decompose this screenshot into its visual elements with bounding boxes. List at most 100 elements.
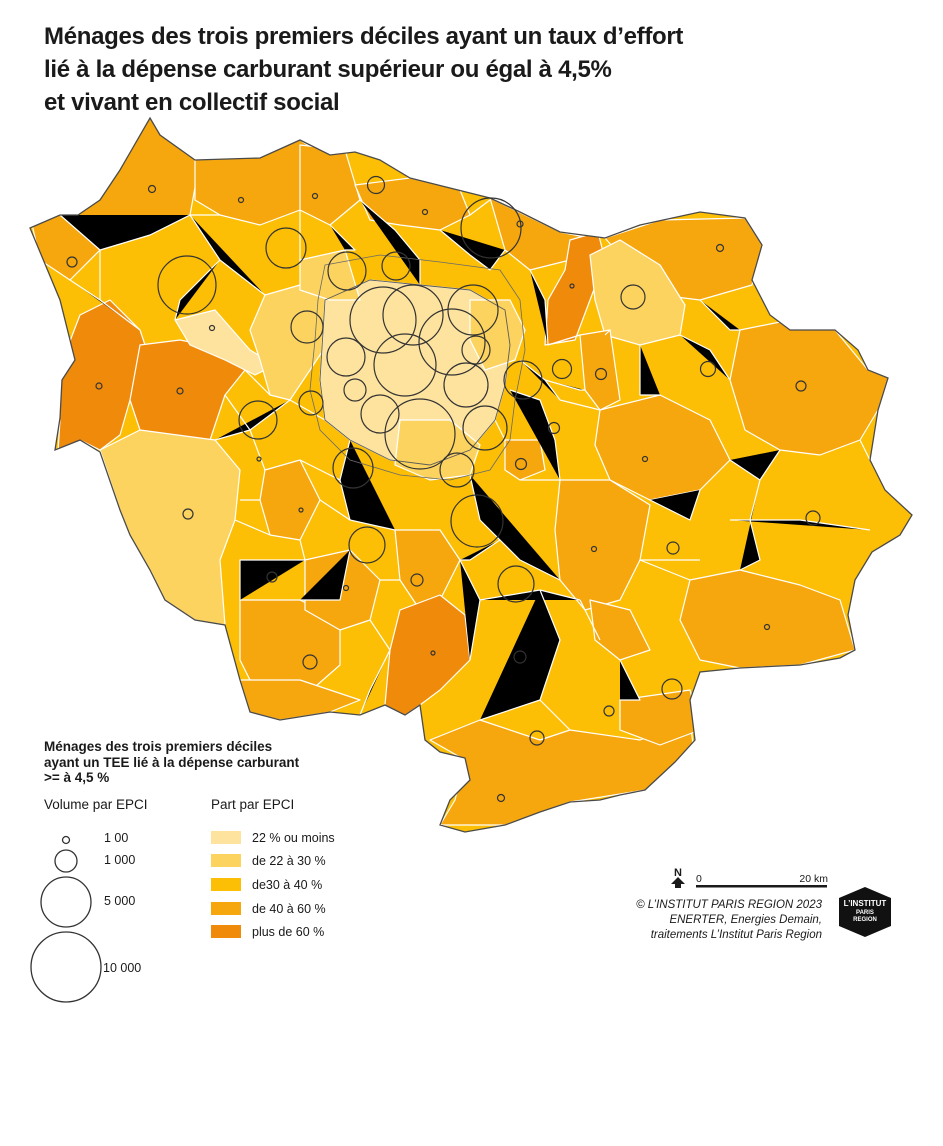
volume-circle bbox=[349, 286, 417, 354]
map-title: Ménages des trois premiers déciles ayant… bbox=[44, 20, 764, 119]
volume-circle bbox=[311, 192, 319, 200]
volume-circle bbox=[237, 196, 245, 204]
volume-legend-title: Volume par EPCI bbox=[44, 797, 148, 812]
logo-line: L’INSTITUT bbox=[844, 899, 887, 908]
scale-line bbox=[696, 885, 827, 888]
volume-circle bbox=[421, 208, 429, 216]
volume-circle bbox=[302, 654, 318, 670]
legend-heading-line: >= à 4,5 % bbox=[44, 770, 110, 785]
share-label: de 40 à 60 % bbox=[252, 902, 326, 916]
volume-label-5000: 5 000 bbox=[104, 894, 136, 908]
volume-circle bbox=[327, 251, 367, 291]
credits-line: ENERTER, Energies Demain, bbox=[669, 914, 822, 926]
legend-heading-line: Ménages des trois premiers déciles bbox=[44, 739, 273, 754]
volume-circle bbox=[569, 283, 575, 289]
volume-circle bbox=[176, 387, 184, 395]
volume-circle bbox=[603, 705, 615, 717]
legend-circle-1000 bbox=[54, 849, 78, 873]
volume-circle bbox=[496, 793, 506, 803]
volume-circle bbox=[298, 390, 324, 416]
logo-line: PARIS bbox=[856, 910, 874, 916]
share-legend-title: Part par EPCI bbox=[211, 797, 295, 812]
epci-north-light bbox=[299, 249, 361, 301]
volume-circle bbox=[418, 308, 486, 376]
volume-circle bbox=[666, 541, 680, 555]
volume-circle bbox=[620, 284, 646, 310]
volume-label-100: 1 00 bbox=[104, 831, 129, 845]
volume-circle bbox=[447, 284, 499, 336]
credits-line: © L’INSTITUT PARIS REGION 2023 bbox=[636, 899, 822, 911]
share-label: de30 à 40 % bbox=[252, 878, 323, 892]
volume-circle bbox=[795, 380, 807, 392]
share-swatch bbox=[211, 925, 241, 938]
volume-circle bbox=[342, 584, 350, 592]
share-swatch bbox=[211, 878, 241, 891]
share-label: plus de 60 % bbox=[252, 925, 325, 939]
legend-heading: Ménages des trois premiers déciles ayant… bbox=[44, 739, 299, 786]
volume-circle bbox=[430, 650, 436, 656]
volume-circle bbox=[514, 457, 528, 471]
epci-west-strip bbox=[54, 299, 151, 453]
volume-circle bbox=[360, 394, 400, 434]
volume-circle bbox=[366, 175, 386, 195]
scale-start-label: 0 bbox=[696, 873, 702, 885]
legend-heading-line: ayant un TEE lié à la dépense carburant bbox=[44, 754, 300, 770]
legend-circle-10000 bbox=[30, 931, 102, 1003]
logo-line: REGION bbox=[853, 917, 877, 923]
volume-circle bbox=[238, 400, 278, 440]
volume-circle bbox=[343, 378, 367, 402]
credits-line: traitements L’Institut Paris Region bbox=[650, 929, 822, 941]
volume-circle bbox=[661, 678, 683, 700]
proportional-circles bbox=[66, 175, 821, 803]
volume-circle bbox=[439, 452, 475, 488]
volume-circle bbox=[551, 358, 573, 380]
volume-circle bbox=[157, 255, 217, 315]
volume-circle bbox=[66, 256, 78, 268]
north-label: N bbox=[674, 867, 682, 879]
volume-circle bbox=[348, 526, 386, 564]
share-label: 22 % ou moins bbox=[252, 831, 335, 845]
volume-circle bbox=[95, 382, 103, 390]
volume-circle bbox=[641, 455, 649, 463]
volume-circle bbox=[715, 243, 725, 253]
share-swatch bbox=[211, 854, 241, 867]
volume-circle bbox=[266, 571, 278, 583]
epci-west-light bbox=[99, 429, 241, 626]
volume-circle bbox=[382, 284, 444, 346]
share-swatch bbox=[211, 902, 241, 915]
epci-south-east-2 bbox=[589, 599, 651, 661]
volume-circle bbox=[381, 251, 411, 281]
north-arrow-icon bbox=[671, 877, 685, 888]
volume-circle bbox=[290, 310, 324, 344]
volume-circle bbox=[265, 227, 307, 269]
volume-circle bbox=[384, 398, 456, 470]
volume-circle bbox=[805, 510, 821, 526]
volume-circle bbox=[182, 508, 194, 520]
volume-circle bbox=[590, 545, 598, 553]
share-label: de 22 à 30 % bbox=[252, 854, 326, 868]
volume-circle bbox=[516, 220, 524, 228]
volume-circle bbox=[547, 421, 561, 435]
credits: © L’INSTITUT PARIS REGION 2023 ENERTER, … bbox=[600, 898, 822, 943]
epci-south-right bbox=[619, 689, 701, 746]
volume-circle bbox=[461, 335, 491, 365]
volume-circle bbox=[443, 362, 489, 408]
epci-south-east-1 bbox=[679, 569, 856, 669]
institut-logo: L’INSTITUT PARIS REGION bbox=[839, 887, 891, 937]
inner-suburb-outline bbox=[309, 254, 526, 481]
volume-circle bbox=[256, 456, 262, 462]
volume-circle bbox=[410, 573, 424, 587]
volume-label-10000: 10 000 bbox=[103, 961, 142, 975]
volume-circle bbox=[462, 405, 508, 451]
epci-near-east-strip bbox=[579, 329, 621, 411]
scale-bar: N 0 20 km bbox=[671, 867, 828, 888]
volume-circle bbox=[497, 565, 535, 603]
volume-circle bbox=[147, 184, 157, 194]
logo-hexagon-shape bbox=[839, 887, 891, 937]
legend-circle-100 bbox=[61, 835, 71, 845]
title-line: lié à la dépense carburant supérieur ou … bbox=[44, 56, 612, 83]
legend-circle-5000 bbox=[40, 876, 92, 928]
volume-circle bbox=[373, 333, 437, 397]
volume-circle bbox=[208, 324, 216, 332]
